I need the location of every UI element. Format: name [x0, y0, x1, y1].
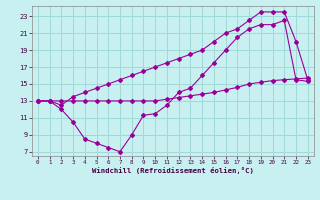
X-axis label: Windchill (Refroidissement éolien,°C): Windchill (Refroidissement éolien,°C) — [92, 167, 254, 174]
